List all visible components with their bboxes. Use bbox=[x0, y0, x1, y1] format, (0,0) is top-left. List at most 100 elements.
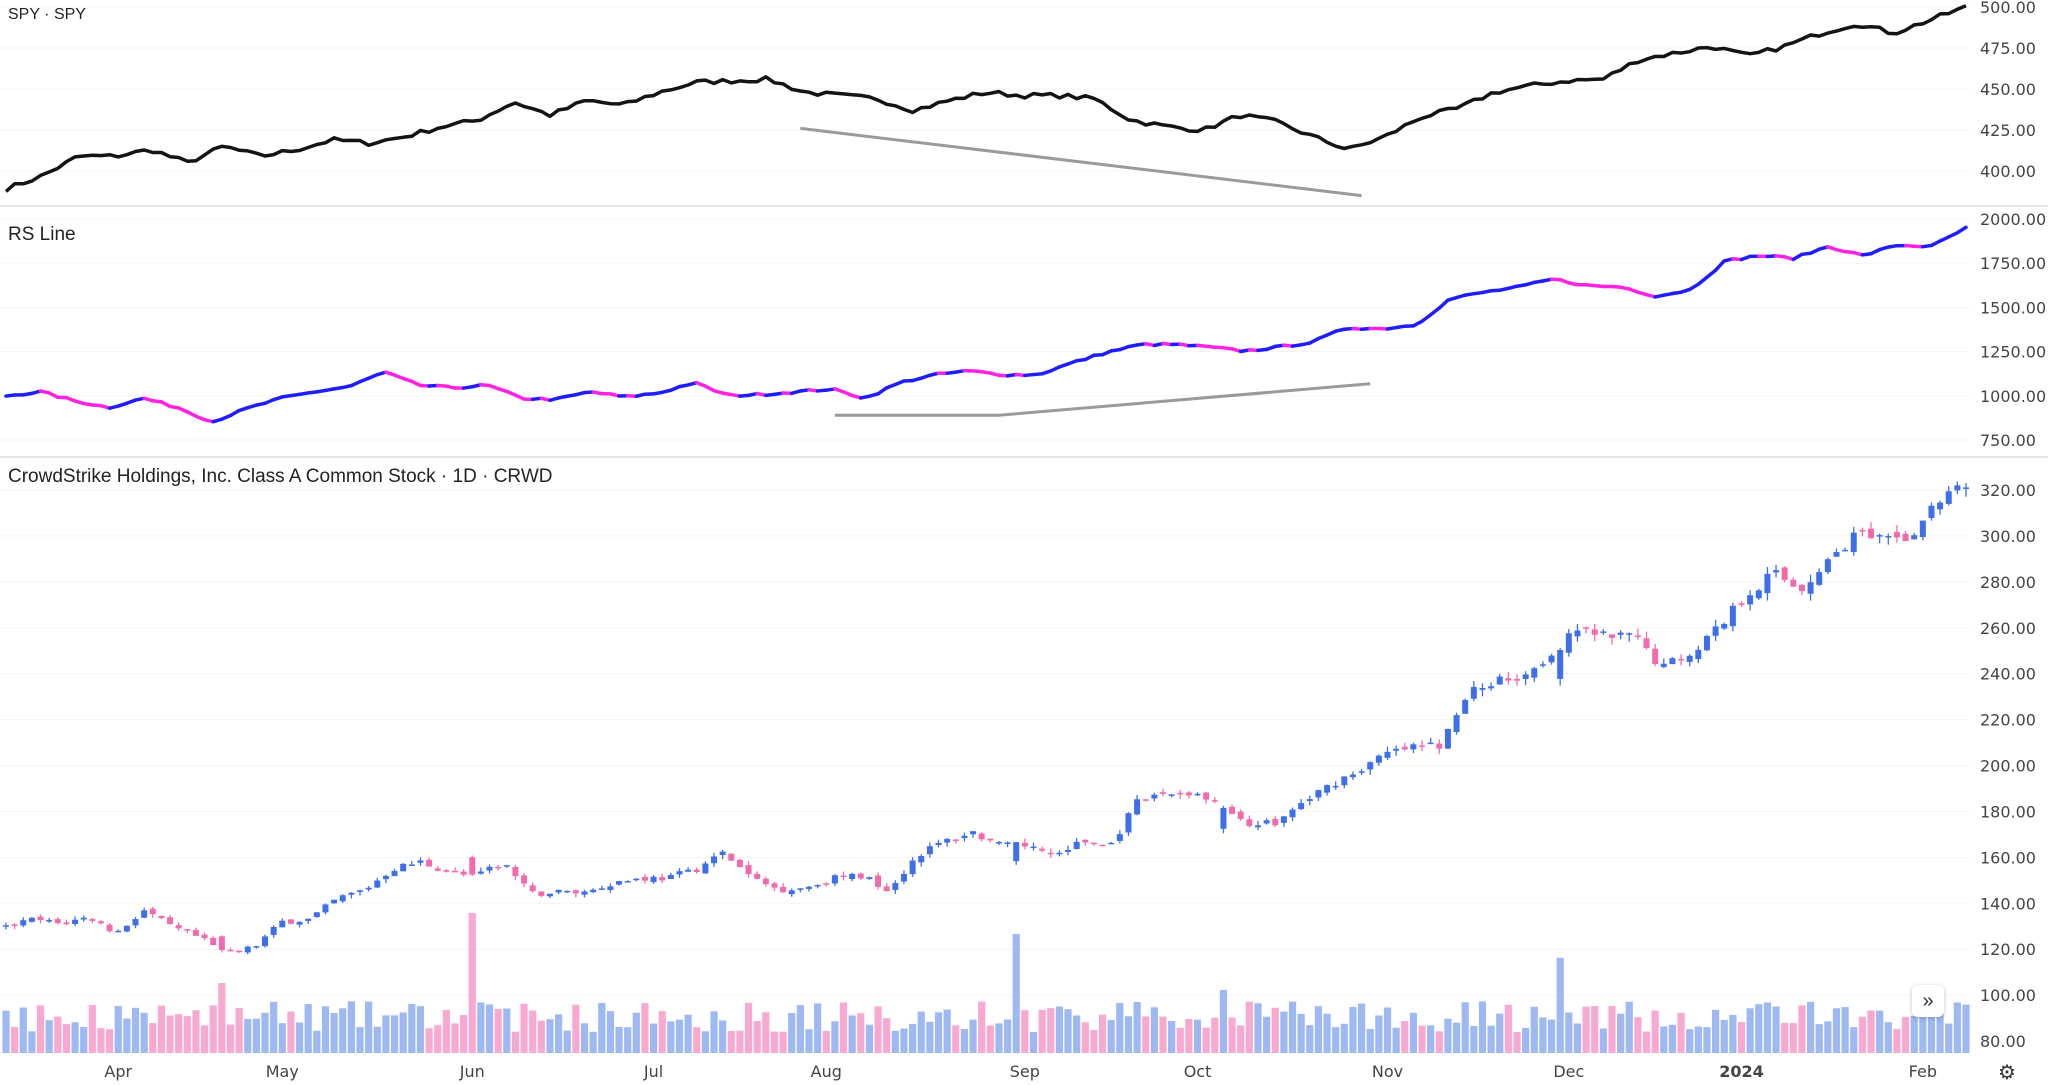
candle-body bbox=[1652, 648, 1659, 664]
volume-bar bbox=[857, 1013, 865, 1053]
candle-body bbox=[1470, 686, 1477, 699]
candle-body bbox=[590, 889, 597, 893]
candle-body bbox=[1401, 746, 1408, 750]
candle-body bbox=[1047, 852, 1054, 855]
candle-body bbox=[1185, 792, 1192, 796]
volume-bar bbox=[287, 1011, 295, 1053]
candle-body bbox=[1039, 848, 1046, 851]
volume-bar bbox=[209, 1005, 217, 1053]
rs-line bbox=[4, 225, 1968, 424]
candle-body bbox=[63, 922, 70, 925]
candle-body bbox=[486, 866, 493, 871]
volume-bar bbox=[1522, 1027, 1530, 1053]
candle-body bbox=[900, 873, 907, 882]
scroll-to-realtime-button[interactable]: » bbox=[1912, 985, 1944, 1017]
candle-body bbox=[382, 875, 389, 880]
volume-bar bbox=[1254, 1003, 1262, 1053]
candle-body bbox=[1591, 629, 1598, 635]
candle-body bbox=[1453, 715, 1460, 733]
settings-button[interactable]: ⚙ bbox=[1998, 1060, 2016, 1085]
volume-bar bbox=[1858, 1016, 1866, 1053]
volume-bar bbox=[667, 1021, 675, 1053]
volume-bar bbox=[606, 1011, 615, 1053]
y-tick-label: 1250.00 bbox=[1980, 343, 2046, 362]
x-tick-label: Feb bbox=[1909, 1062, 1937, 1081]
candle-body bbox=[1764, 573, 1771, 594]
volume-bar bbox=[770, 1031, 779, 1053]
volume-bar bbox=[1176, 1028, 1184, 1053]
x-tick-label: Sep bbox=[1010, 1062, 1040, 1081]
candle-body bbox=[883, 886, 890, 892]
candle-body bbox=[1954, 485, 1961, 491]
candle-body bbox=[1349, 774, 1356, 778]
volume-bar bbox=[874, 1006, 882, 1053]
volume-bar bbox=[1150, 1007, 1158, 1053]
volume-bar bbox=[1755, 1004, 1763, 1053]
candle-body bbox=[158, 915, 165, 919]
candle-body bbox=[11, 924, 18, 927]
volume-bar bbox=[1591, 1005, 1599, 1053]
candle-body bbox=[244, 946, 251, 953]
volume-bar bbox=[978, 1001, 986, 1053]
volume-bar bbox=[909, 1023, 917, 1053]
volume-bar bbox=[1927, 1006, 1936, 1053]
volume-bar bbox=[1297, 1013, 1305, 1053]
volume-bar bbox=[1470, 1025, 1478, 1053]
volume-bar bbox=[632, 1012, 640, 1053]
volume-bar bbox=[762, 1012, 770, 1053]
volume-bar bbox=[36, 1005, 45, 1053]
candle-body bbox=[460, 871, 467, 875]
price-axes[interactable]: 500.00 475.00 450.00 425.00 400.00 2000.00 175… bbox=[104, 0, 2046, 1081]
candle-body bbox=[650, 876, 657, 883]
volume-bar bbox=[995, 1023, 1003, 1053]
y-tick-label: 300.00 bbox=[1980, 527, 2036, 546]
volume-bar bbox=[1038, 1009, 1046, 1053]
candle-body bbox=[1289, 809, 1296, 818]
candle-body bbox=[115, 930, 122, 933]
candle-body bbox=[1220, 807, 1227, 829]
candle-body bbox=[443, 870, 450, 872]
volume-bar bbox=[744, 1002, 753, 1053]
rs-line-segment bbox=[1955, 225, 1968, 235]
candle-body bbox=[1384, 751, 1391, 758]
volume-bar bbox=[883, 1018, 891, 1053]
candle-body bbox=[167, 917, 174, 925]
volume-bar bbox=[80, 1027, 88, 1053]
candle-body bbox=[287, 919, 294, 924]
candle-body bbox=[1410, 744, 1417, 750]
volume-bar bbox=[554, 1014, 563, 1053]
candle-body bbox=[391, 870, 398, 877]
volume-bar bbox=[339, 1008, 347, 1053]
candle-body bbox=[1669, 658, 1676, 665]
volume-bar bbox=[1444, 1018, 1452, 1053]
candle-body bbox=[849, 873, 856, 880]
candle-body bbox=[227, 949, 234, 952]
volume-bar bbox=[814, 1003, 822, 1053]
volume-bar bbox=[520, 1003, 528, 1053]
volume-bar bbox=[1133, 1001, 1141, 1053]
volume-bar bbox=[1107, 1019, 1115, 1053]
volume-bar bbox=[926, 1021, 934, 1053]
candle-body bbox=[1911, 535, 1918, 540]
rs-line-segment bbox=[1428, 306, 1442, 317]
volume-bar bbox=[468, 913, 476, 1053]
candle-body bbox=[1626, 633, 1633, 635]
y-tick-label: 1750.00 bbox=[1980, 254, 2046, 273]
candle-body bbox=[1444, 728, 1451, 749]
volume-bar bbox=[546, 1019, 554, 1053]
volume-bar bbox=[805, 1029, 813, 1053]
candle-body bbox=[875, 875, 882, 887]
volume-bar bbox=[1073, 1015, 1081, 1053]
candle-body bbox=[780, 886, 787, 893]
candle-body bbox=[313, 912, 320, 918]
volume-bar bbox=[1841, 1007, 1849, 1053]
candle-body bbox=[1151, 794, 1158, 799]
volume-bar bbox=[1720, 1019, 1728, 1053]
x-tick-label: Aug bbox=[811, 1062, 842, 1081]
volume-bar bbox=[1910, 1015, 1918, 1053]
candle-body bbox=[175, 925, 182, 929]
candle-body bbox=[184, 929, 191, 931]
volume-bar bbox=[114, 1006, 122, 1053]
volume-bar bbox=[11, 1026, 19, 1053]
